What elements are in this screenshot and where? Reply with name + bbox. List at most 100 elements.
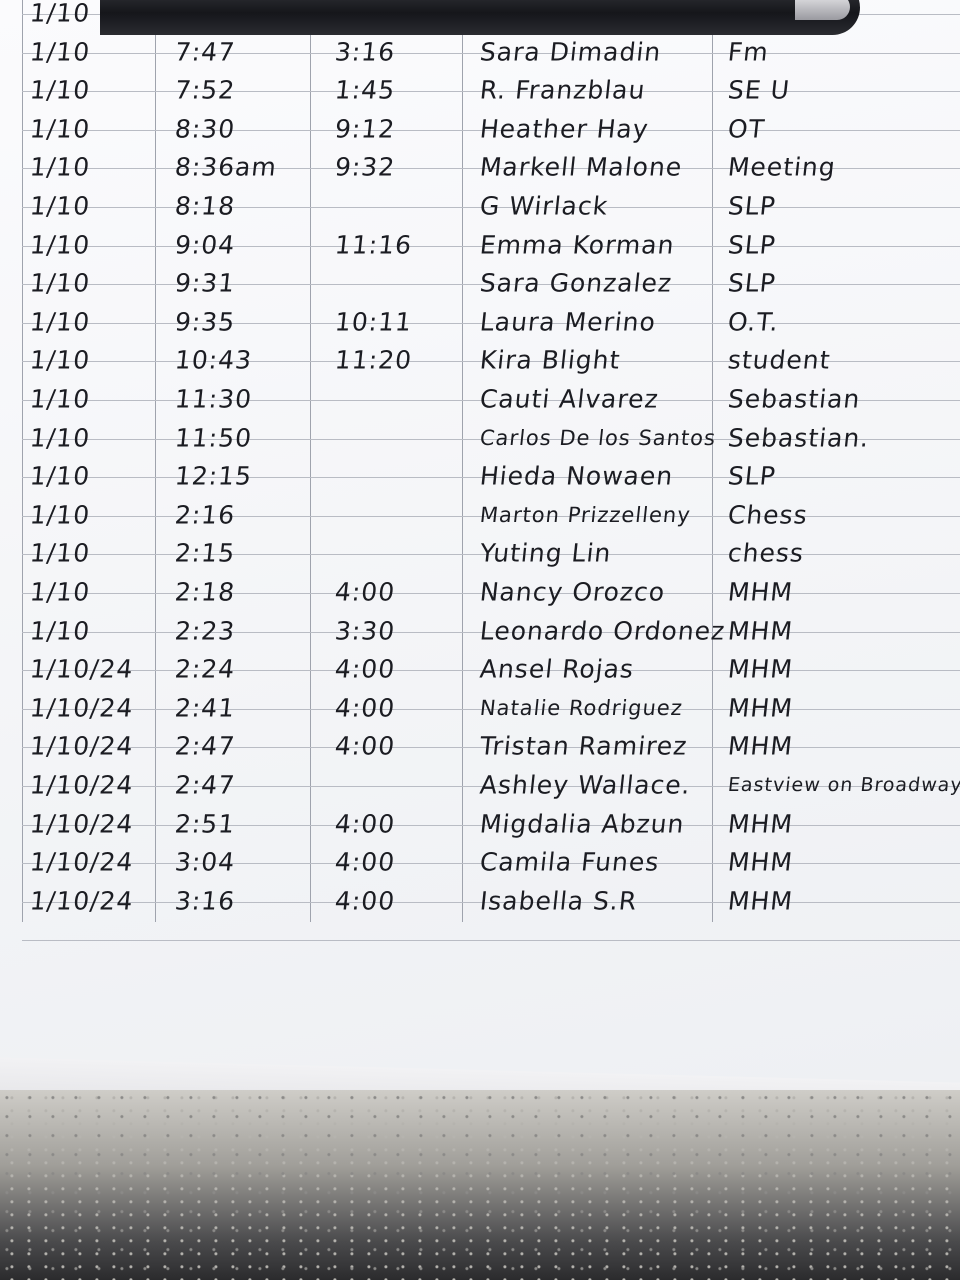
purpose: MHM (726, 731, 795, 761)
time-in: 3:04 (173, 847, 237, 877)
time-out: 10:11 (333, 307, 414, 337)
name: Ansel Rojas (478, 654, 636, 684)
ruled-line (22, 940, 960, 942)
date: 1/10/24 (28, 693, 135, 723)
purpose: Sebastian. (726, 423, 871, 453)
purpose: MHM (726, 616, 795, 646)
ruled-line (22, 91, 960, 93)
time-out: 4:00 (333, 654, 397, 684)
time-out: 11:16 (333, 230, 414, 260)
name: Carlos De los Santos (478, 425, 718, 450)
date: 1/10 (28, 75, 92, 105)
pen (100, 0, 860, 35)
ruled-line (22, 747, 960, 749)
purpose: chess (726, 538, 806, 568)
name: Cauti Alvarez (478, 384, 661, 414)
date: 1/10 (28, 538, 92, 568)
time-in: 2:51 (173, 809, 237, 839)
date: 1/10 (28, 500, 92, 530)
purpose: SLP (726, 191, 778, 221)
sign-in-sheet: 1/10 1/10 7:47 3:16 Sara Dimadin Fm 1/10 7:52 1:… (0, 0, 960, 1088)
date: 1/10 (28, 577, 92, 607)
purpose: SLP (726, 230, 778, 260)
name: R. Franzblau (478, 75, 648, 105)
name: Sara Dimadin (478, 37, 663, 67)
pen-clip (795, 0, 850, 20)
name: Marton Prizzelleny (478, 502, 693, 527)
time-out: 1:45 (333, 75, 397, 105)
ruled-line (22, 786, 960, 787)
column-line (462, 0, 463, 922)
name: Camila Funes (478, 847, 661, 877)
countertop (0, 1090, 960, 1280)
time-in: 7:47 (173, 37, 237, 67)
purpose: MHM (726, 809, 795, 839)
purpose: SLP (726, 461, 778, 491)
date: 1/10 (28, 37, 92, 67)
name: Laura Merino (478, 307, 658, 337)
time-in: 12:15 (173, 461, 254, 491)
purpose: Sebastian (726, 384, 862, 414)
name: Emma Korman (478, 230, 677, 260)
name: Natalie Rodriguez (478, 695, 685, 720)
ruled-line (22, 168, 960, 170)
ruled-line (22, 322, 960, 324)
time-in: 3:16 (173, 886, 237, 916)
date: 1/10/24 (28, 847, 135, 877)
ruled-line (22, 245, 960, 247)
time-in: 10:43 (173, 345, 254, 375)
purpose: MHM (726, 886, 795, 916)
date: 1/10/24 (28, 809, 135, 839)
ruled-line (22, 863, 960, 865)
time-in: 8:18 (173, 191, 237, 221)
date: 1/10 (28, 268, 92, 298)
ruled-line (22, 207, 960, 208)
name: Ashley Wallace. (478, 770, 693, 800)
time-in: 9:35 (173, 307, 237, 337)
time-out: 9:12 (333, 114, 397, 144)
time-in: 2:23 (173, 616, 237, 646)
name: Kira Blight (478, 345, 622, 375)
ruled-line (22, 901, 960, 903)
purpose: MHM (726, 847, 795, 877)
name: Yuting Lin (478, 538, 613, 568)
time-out: 4:00 (333, 577, 397, 607)
ruled-line (22, 631, 960, 633)
time-in: 2:24 (173, 654, 237, 684)
time-in: 9:04 (173, 230, 237, 260)
time-out: 4:00 (333, 809, 397, 839)
purpose: O.T. (726, 307, 781, 337)
ruled-line (22, 477, 960, 479)
ruled-line (22, 361, 960, 363)
ruled-line (22, 129, 960, 131)
margin-line (22, 0, 23, 922)
date: 1/10 (28, 461, 92, 491)
purpose: MHM (726, 693, 795, 723)
purpose: student (726, 345, 833, 375)
purpose: Meeting (726, 152, 838, 182)
date: 1/10 (28, 423, 92, 453)
date: 1/10 (28, 384, 92, 414)
column-line (155, 0, 156, 922)
ruled-line (22, 554, 960, 556)
purpose: SE U (726, 75, 792, 105)
purpose: MHM (726, 577, 795, 607)
name: Heather Hay (478, 114, 651, 144)
column-line (712, 0, 713, 922)
date: 1/10 (28, 0, 92, 28)
date: 1/10 (28, 114, 92, 144)
time-in: 2:47 (173, 770, 237, 800)
ruled-line (22, 824, 960, 826)
time-out: 9:32 (333, 152, 397, 182)
ruled-line (22, 708, 960, 710)
time-in: 2:16 (173, 500, 237, 530)
name: Isabella S.R (478, 886, 639, 916)
ruled-line (22, 52, 960, 54)
name: Leonardo Ordonez (478, 616, 727, 646)
time-in: 11:30 (173, 384, 254, 414)
ruled-line (22, 515, 960, 517)
purpose: Chess (726, 500, 810, 530)
purpose: Eastview on Broadway (726, 774, 960, 796)
name: G Wirlack (478, 191, 610, 221)
